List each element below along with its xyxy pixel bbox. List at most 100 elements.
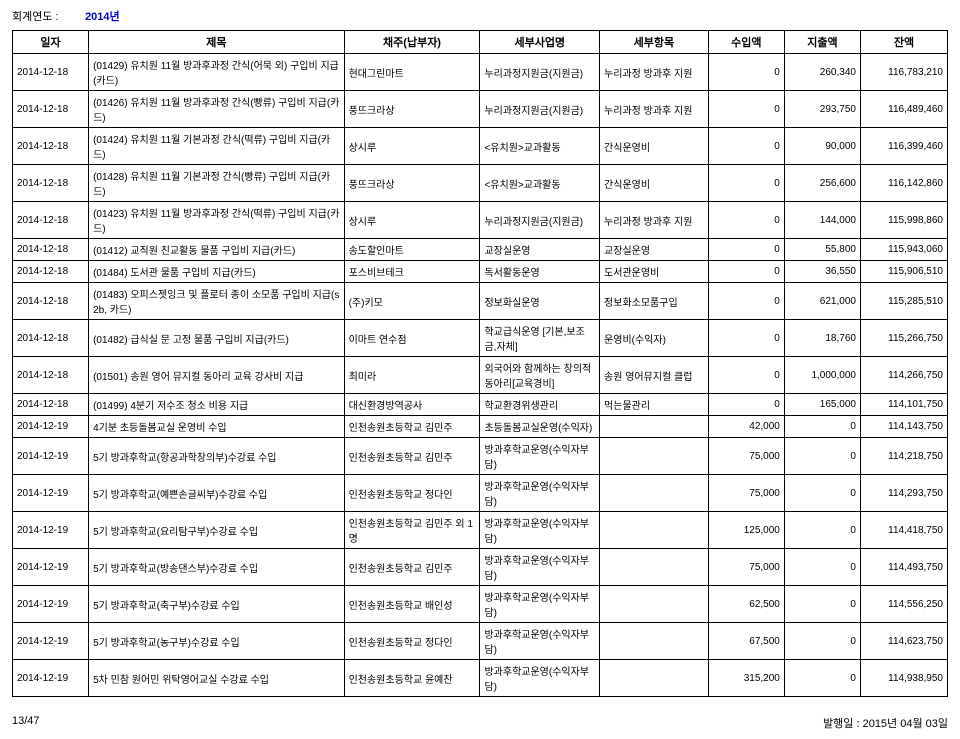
cell-out: 0 — [784, 512, 860, 549]
cell-title: (01501) 송원 영어 뮤지컬 동아리 교육 강사비 지급 — [89, 357, 344, 394]
ledger-table: 일자 제목 채주(납부자) 세부사업명 세부항목 수입액 지출액 잔액 2014… — [12, 30, 948, 697]
cell-payer: 인천송원초등학교 정다인 — [344, 475, 480, 512]
cell-item: 먹는물관리 — [600, 394, 709, 416]
cell-date: 2014-12-18 — [13, 128, 89, 165]
cell-biz: 학교환경위생관리 — [480, 394, 600, 416]
cell-out: 165,000 — [784, 394, 860, 416]
cell-item: 누리과정 방과후 지원 — [600, 202, 709, 239]
cell-title: 4기분 초등돌봄교실 운영비 수입 — [89, 416, 344, 438]
cell-item — [600, 416, 709, 438]
cell-bal: 115,266,750 — [860, 320, 947, 357]
cell-bal: 115,943,060 — [860, 239, 947, 261]
table-row: 2014-12-195기 방과후학교(요리탐구부)수강료 수입인천송원초등학교 … — [13, 512, 948, 549]
cell-item: 누리과정 방과후 지원 — [600, 91, 709, 128]
table-row: 2014-12-195기 방과후학교(예쁜손글씨부)수강료 수입인천송원초등학교… — [13, 475, 948, 512]
cell-title: 5기 방과후학교(방송댄스부)수강료 수입 — [89, 549, 344, 586]
cell-date: 2014-12-18 — [13, 283, 89, 320]
cell-bal: 114,266,750 — [860, 357, 947, 394]
cell-biz: 누리과정지원금(지원금) — [480, 54, 600, 91]
cell-date: 2014-12-19 — [13, 586, 89, 623]
cell-date: 2014-12-18 — [13, 320, 89, 357]
cell-biz: 방과후학교운영(수익자부담) — [480, 512, 600, 549]
issued-value: 2015년 04월 03일 — [863, 718, 948, 730]
cell-in: 75,000 — [708, 475, 784, 512]
cell-title: (01423) 유치원 11월 방과후과정 간식(떡류) 구입비 지급(카드) — [89, 202, 344, 239]
cell-date: 2014-12-18 — [13, 261, 89, 283]
cell-bal: 116,489,460 — [860, 91, 947, 128]
cell-biz: 방과후학교운영(수익자부담) — [480, 586, 600, 623]
cell-in: 315,200 — [708, 660, 784, 697]
cell-in: 0 — [708, 261, 784, 283]
fiscal-year-header: 회계연도 : 2014년 — [12, 8, 948, 24]
cell-in: 62,500 — [708, 586, 784, 623]
cell-date: 2014-12-19 — [13, 549, 89, 586]
table-row: 2014-12-18(01482) 급식실 문 고정 물품 구입비 지급(카드)… — [13, 320, 948, 357]
cell-biz: 누리과정지원금(지원금) — [480, 202, 600, 239]
cell-out: 0 — [784, 438, 860, 475]
page-number: 13/47 — [12, 715, 40, 731]
cell-payer: 상시루 — [344, 128, 480, 165]
cell-biz: 방과후학교운영(수익자부담) — [480, 438, 600, 475]
cell-title: (01428) 유치원 11월 기본과정 간식(빵류) 구입비 지급(카드) — [89, 165, 344, 202]
cell-bal: 116,783,210 — [860, 54, 947, 91]
col-date: 일자 — [13, 31, 89, 54]
cell-out: 260,340 — [784, 54, 860, 91]
cell-in: 0 — [708, 394, 784, 416]
cell-date: 2014-12-19 — [13, 438, 89, 475]
cell-item — [600, 660, 709, 697]
cell-date: 2014-12-19 — [13, 623, 89, 660]
cell-item — [600, 438, 709, 475]
table-row: 2014-12-195차 민참 원어민 위탁영어교실 수강료 수입인천송원초등학… — [13, 660, 948, 697]
cell-item — [600, 623, 709, 660]
cell-in: 0 — [708, 54, 784, 91]
cell-title: (01429) 유치원 11월 방과후과정 간식(어묵 외) 구입비 지급(카드… — [89, 54, 344, 91]
cell-out: 144,000 — [784, 202, 860, 239]
cell-bal: 115,906,510 — [860, 261, 947, 283]
cell-biz: 방과후학교운영(수익자부담) — [480, 475, 600, 512]
table-row: 2014-12-18(01428) 유치원 11월 기본과정 간식(빵류) 구입… — [13, 165, 948, 202]
cell-out: 256,600 — [784, 165, 860, 202]
cell-in: 67,500 — [708, 623, 784, 660]
fiscal-year-label: 회계연도 : — [12, 8, 82, 24]
cell-biz: 외국어와 함께하는 창의적 동아리[교육경비] — [480, 357, 600, 394]
cell-payer: 인천송원초등학교 윤예찬 — [344, 660, 480, 697]
cell-payer: 인천송원초등학교 김민주 — [344, 416, 480, 438]
cell-in: 0 — [708, 165, 784, 202]
cell-bal: 114,293,750 — [860, 475, 947, 512]
cell-date: 2014-12-19 — [13, 416, 89, 438]
table-row: 2014-12-18(01426) 유치원 11월 방과후과정 간식(빵류) 구… — [13, 91, 948, 128]
cell-date: 2014-12-18 — [13, 165, 89, 202]
col-in: 수입액 — [708, 31, 784, 54]
table-header-row: 일자 제목 채주(납부자) 세부사업명 세부항목 수입액 지출액 잔액 — [13, 31, 948, 54]
cell-item — [600, 475, 709, 512]
cell-bal: 115,998,860 — [860, 202, 947, 239]
cell-date: 2014-12-18 — [13, 54, 89, 91]
cell-out: 621,000 — [784, 283, 860, 320]
cell-title: 5기 방과후학교(요리탐구부)수강료 수입 — [89, 512, 344, 549]
issued-date: 발행일 : 2015년 04월 03일 — [823, 715, 948, 731]
cell-payer: 인천송원초등학교 정다인 — [344, 623, 480, 660]
cell-biz: 독서활동운영 — [480, 261, 600, 283]
table-row: 2014-12-18(01424) 유치원 11월 기본과정 간식(떡류) 구입… — [13, 128, 948, 165]
cell-payer: 현대그린마트 — [344, 54, 480, 91]
cell-bal: 114,623,750 — [860, 623, 947, 660]
cell-biz: 학교급식운영 [기본,보조금,자체] — [480, 320, 600, 357]
cell-title: (01499) 4분기 저수조 청소 비용 지급 — [89, 394, 344, 416]
cell-in: 0 — [708, 128, 784, 165]
cell-bal: 114,938,950 — [860, 660, 947, 697]
cell-out: 36,550 — [784, 261, 860, 283]
table-row: 2014-12-18(01483) 오피스젯잉크 및 플로터 종이 소모품 구입… — [13, 283, 948, 320]
table-row: 2014-12-195기 방과후학교(방송댄스부)수강료 수입인천송원초등학교 … — [13, 549, 948, 586]
cell-item — [600, 586, 709, 623]
cell-out: 0 — [784, 623, 860, 660]
cell-title: 5기 방과후학교(농구부)수강료 수입 — [89, 623, 344, 660]
table-row: 2014-12-195기 방과후학교(농구부)수강료 수입인천송원초등학교 정다… — [13, 623, 948, 660]
cell-payer: 대신환경방역공사 — [344, 394, 480, 416]
cell-bal: 116,399,460 — [860, 128, 947, 165]
page-footer: 13/47 발행일 : 2015년 04월 03일 — [12, 715, 948, 731]
col-out: 지출액 — [784, 31, 860, 54]
cell-biz: 방과후학교운영(수익자부담) — [480, 623, 600, 660]
table-row: 2014-12-18(01429) 유치원 11월 방과후과정 간식(어묵 외)… — [13, 54, 948, 91]
table-row: 2014-12-18(01501) 송원 영어 뮤지컬 동아리 교육 강사비 지… — [13, 357, 948, 394]
cell-biz: <유치원>교과활동 — [480, 165, 600, 202]
